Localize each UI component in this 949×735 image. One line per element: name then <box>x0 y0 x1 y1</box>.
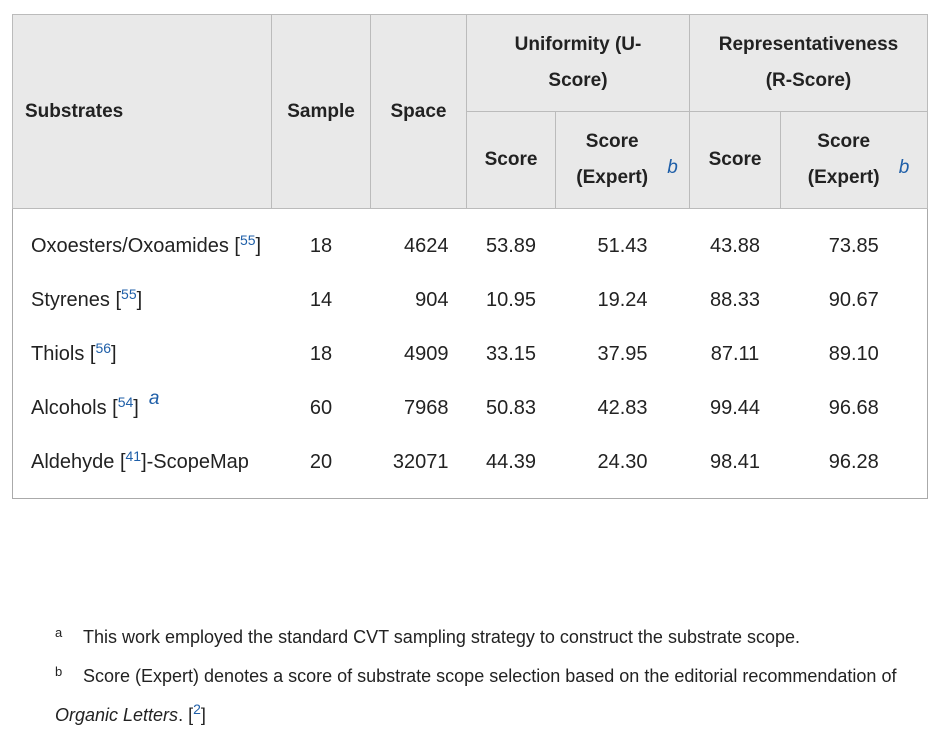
value-cell: 37.95 <box>597 343 648 365</box>
value-cell: 19.24 <box>597 289 648 311</box>
text: ] <box>133 397 139 419</box>
citation-link[interactable]: 56 <box>95 340 112 356</box>
header-text: Sample <box>287 100 355 122</box>
value-cell: 44.39 <box>485 451 537 473</box>
header-text: Score <box>708 149 762 170</box>
citation-link[interactable]: 55 <box>239 232 256 248</box>
substrate-cell: Oxoesters/Oxoamides [55] <box>13 209 272 274</box>
header-cell: Substrates <box>12 14 272 209</box>
header-cell: Score <box>466 111 556 209</box>
journal-name: Organic Letters <box>55 705 179 725</box>
header-text: Score (Expert) <box>807 131 880 188</box>
header-text: Representativeness (R-Score) <box>718 34 899 91</box>
value-cell: 96.28 <box>828 451 879 473</box>
header-cell: Representativeness (R-Score) <box>689 14 928 112</box>
value-cell: 60 <box>309 397 333 419</box>
text: ] <box>136 289 143 311</box>
substrate-cell: Alcohols [54] a <box>13 381 272 435</box>
table-row: Oxoesters/Oxoamides [55] 18 4624 53.89 51.43… <box>13 209 928 274</box>
citation-link[interactable]: 54 <box>117 394 134 410</box>
citation-link[interactable]: 55 <box>121 286 137 302</box>
table-body: Oxoesters/Oxoamides [55] 18 4624 53.89 51.43… <box>13 209 928 499</box>
header-text: Space <box>390 100 447 122</box>
header-text: Uniformity (U-Score) <box>514 34 642 91</box>
footnote-ref[interactable]: b <box>898 157 910 178</box>
value-cell: 10.95 <box>485 289 537 311</box>
value-cell: 88.33 <box>709 289 761 311</box>
value-cell: 904 <box>415 289 449 311</box>
value-cell: 18 <box>309 343 333 365</box>
footnote-ref[interactable]: a <box>148 388 160 409</box>
text: ] <box>111 343 117 365</box>
substrate-cell: Thiols [56] <box>13 327 272 381</box>
value-cell: 7968 <box>404 397 449 419</box>
value-cell: 73.85 <box>828 235 879 257</box>
results-table: Substrates Sample Space Uniformity (U-Sc… <box>12 14 928 499</box>
value-cell: 50.83 <box>485 397 537 419</box>
header-cell: Space <box>370 14 467 209</box>
text: Aldehyde [ <box>31 451 126 473</box>
header-cell: Score (Expert) b <box>780 111 928 209</box>
citation-link[interactable]: 2 <box>193 701 201 717</box>
value-cell: 99.44 <box>709 397 761 419</box>
value-cell: 87.11 <box>710 343 760 365</box>
value-cell: 4624 <box>404 235 449 257</box>
header-text: Score (Expert) <box>576 131 649 188</box>
header-cell: Uniformity (U-Score) <box>466 14 690 112</box>
table-row: Alcohols [54] a 60 7968 50.83 42.83 99.44 96.68 <box>13 381 928 435</box>
header-cell: Score <box>689 111 781 209</box>
table-row: Aldehyde [41]-ScopeMap 20 32071 44.39 24.30 9… <box>13 435 928 499</box>
table-row: Styrenes [55] 14 904 10.95 19.24 88.33 90.67 <box>13 273 928 327</box>
text: Thiols [ <box>31 343 96 365</box>
footnote-ref[interactable]: b <box>667 157 678 178</box>
value-cell: 96.68 <box>828 397 879 419</box>
text: This work employed the standard CVT samp… <box>83 627 801 647</box>
text: Alcohols [ <box>31 397 118 419</box>
citation-link[interactable]: 41 <box>125 448 142 464</box>
value-cell: 89.10 <box>828 343 879 365</box>
text: Oxoesters/Oxoamides [ <box>31 235 240 257</box>
value-cell: 43.88 <box>709 235 761 257</box>
substrate-cell: Aldehyde [41]-ScopeMap <box>13 435 272 499</box>
value-cell: 51.43 <box>597 235 648 257</box>
value-cell: 33.15 <box>485 343 537 365</box>
text: Score (Expert) denotes a score of substr… <box>83 666 897 686</box>
header-cell: Score (Expert) b <box>555 111 690 209</box>
text: ] <box>255 235 262 257</box>
footnote: b Score (Expert) denotes a score of subst… <box>55 652 905 735</box>
substrate-cell: Styrenes [55] <box>13 273 272 327</box>
footnote-mark: b <box>55 664 63 679</box>
footnote: a This work employed the standard CVT sam… <box>55 613 905 657</box>
value-cell: 32071 <box>392 451 449 473</box>
text: Styrenes [ <box>31 289 122 311</box>
text: . [ <box>178 705 194 725</box>
header-text: Substrates <box>25 100 124 122</box>
footnote-mark: a <box>55 625 63 640</box>
value-cell: 18 <box>309 235 333 257</box>
value-cell: 42.83 <box>597 397 648 419</box>
value-cell: 53.89 <box>485 235 537 257</box>
text: ] <box>200 705 206 725</box>
header-cell: Sample <box>271 14 371 209</box>
header-text: Score <box>484 149 538 170</box>
value-cell: 14 <box>309 289 333 311</box>
value-cell: 4909 <box>404 343 449 365</box>
value-cell: 20 <box>309 451 333 473</box>
value-cell: 24.30 <box>597 451 648 473</box>
value-cell: 90.67 <box>828 289 879 311</box>
value-cell: 98.41 <box>709 451 761 473</box>
table-row: Thiols [56] 18 4909 33.15 37.95 87.11 89.10 <box>13 327 928 381</box>
text: ]-ScopeMap <box>141 451 249 473</box>
